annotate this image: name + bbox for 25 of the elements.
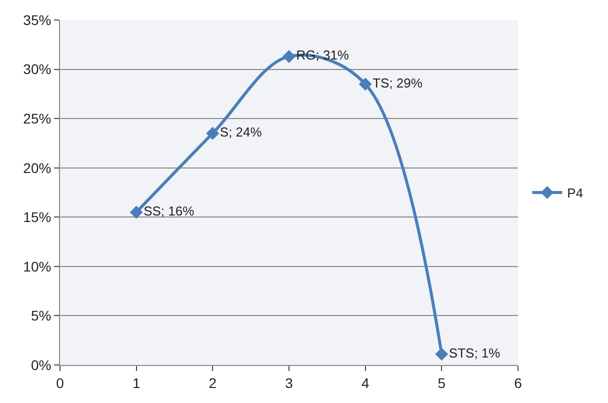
x-tick-label: 6 — [514, 374, 522, 391]
point — [130, 206, 143, 219]
x-tick-label: 0 — [56, 374, 64, 391]
point — [206, 126, 220, 140]
x-tick-label: 4 — [361, 374, 370, 391]
y-tick-label: 0% — [30, 356, 52, 373]
x-tick-label: 1 — [132, 374, 140, 391]
data-label: TS; 29% — [372, 75, 423, 90]
y-tick-label: 35% — [23, 12, 52, 28]
point — [435, 348, 448, 361]
point — [282, 50, 296, 63]
x-tick-label: 2 — [208, 374, 217, 391]
legend-label: P4 — [567, 186, 584, 201]
y-tick-label: 5% — [30, 308, 52, 324]
y-tick-label: 25% — [23, 110, 52, 126]
data-label: SS; 16% — [144, 203, 195, 218]
y-tick-label: 20% — [23, 160, 52, 176]
data-label: S; 24% — [220, 124, 262, 140]
x-tick-label: 5 — [438, 374, 446, 391]
y-tick-label: 10% — [23, 258, 52, 274]
x-tick-label: 3 — [285, 374, 294, 391]
y-tick-label: 30% — [23, 61, 52, 78]
data-label: STS; 1% — [448, 345, 501, 360]
point — [358, 78, 372, 91]
y-tick-label: 15% — [23, 209, 52, 226]
